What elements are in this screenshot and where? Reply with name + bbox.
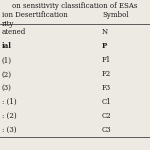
Text: : (3): : (3) bbox=[2, 126, 16, 134]
Text: P: P bbox=[102, 42, 107, 50]
Text: (1): (1) bbox=[2, 56, 12, 64]
Text: Symbol: Symbol bbox=[102, 11, 129, 19]
Text: (2): (2) bbox=[2, 70, 12, 78]
Text: F3: F3 bbox=[102, 84, 111, 92]
Text: C1: C1 bbox=[102, 98, 112, 106]
Text: F1: F1 bbox=[102, 56, 111, 64]
Text: (3): (3) bbox=[2, 84, 11, 92]
Text: ial: ial bbox=[2, 42, 12, 50]
Text: C2: C2 bbox=[102, 112, 112, 120]
Text: ion Desertification: ion Desertification bbox=[2, 11, 67, 19]
Text: N: N bbox=[102, 28, 108, 36]
Text: rity: rity bbox=[2, 20, 14, 28]
Text: : (2): : (2) bbox=[2, 112, 16, 120]
Text: C3: C3 bbox=[102, 126, 112, 134]
Text: atened: atened bbox=[2, 28, 26, 36]
Text: F2: F2 bbox=[102, 70, 111, 78]
Text: : (1): : (1) bbox=[2, 98, 16, 106]
Text: on sensitivity classification of ESAs: on sensitivity classification of ESAs bbox=[12, 2, 138, 10]
